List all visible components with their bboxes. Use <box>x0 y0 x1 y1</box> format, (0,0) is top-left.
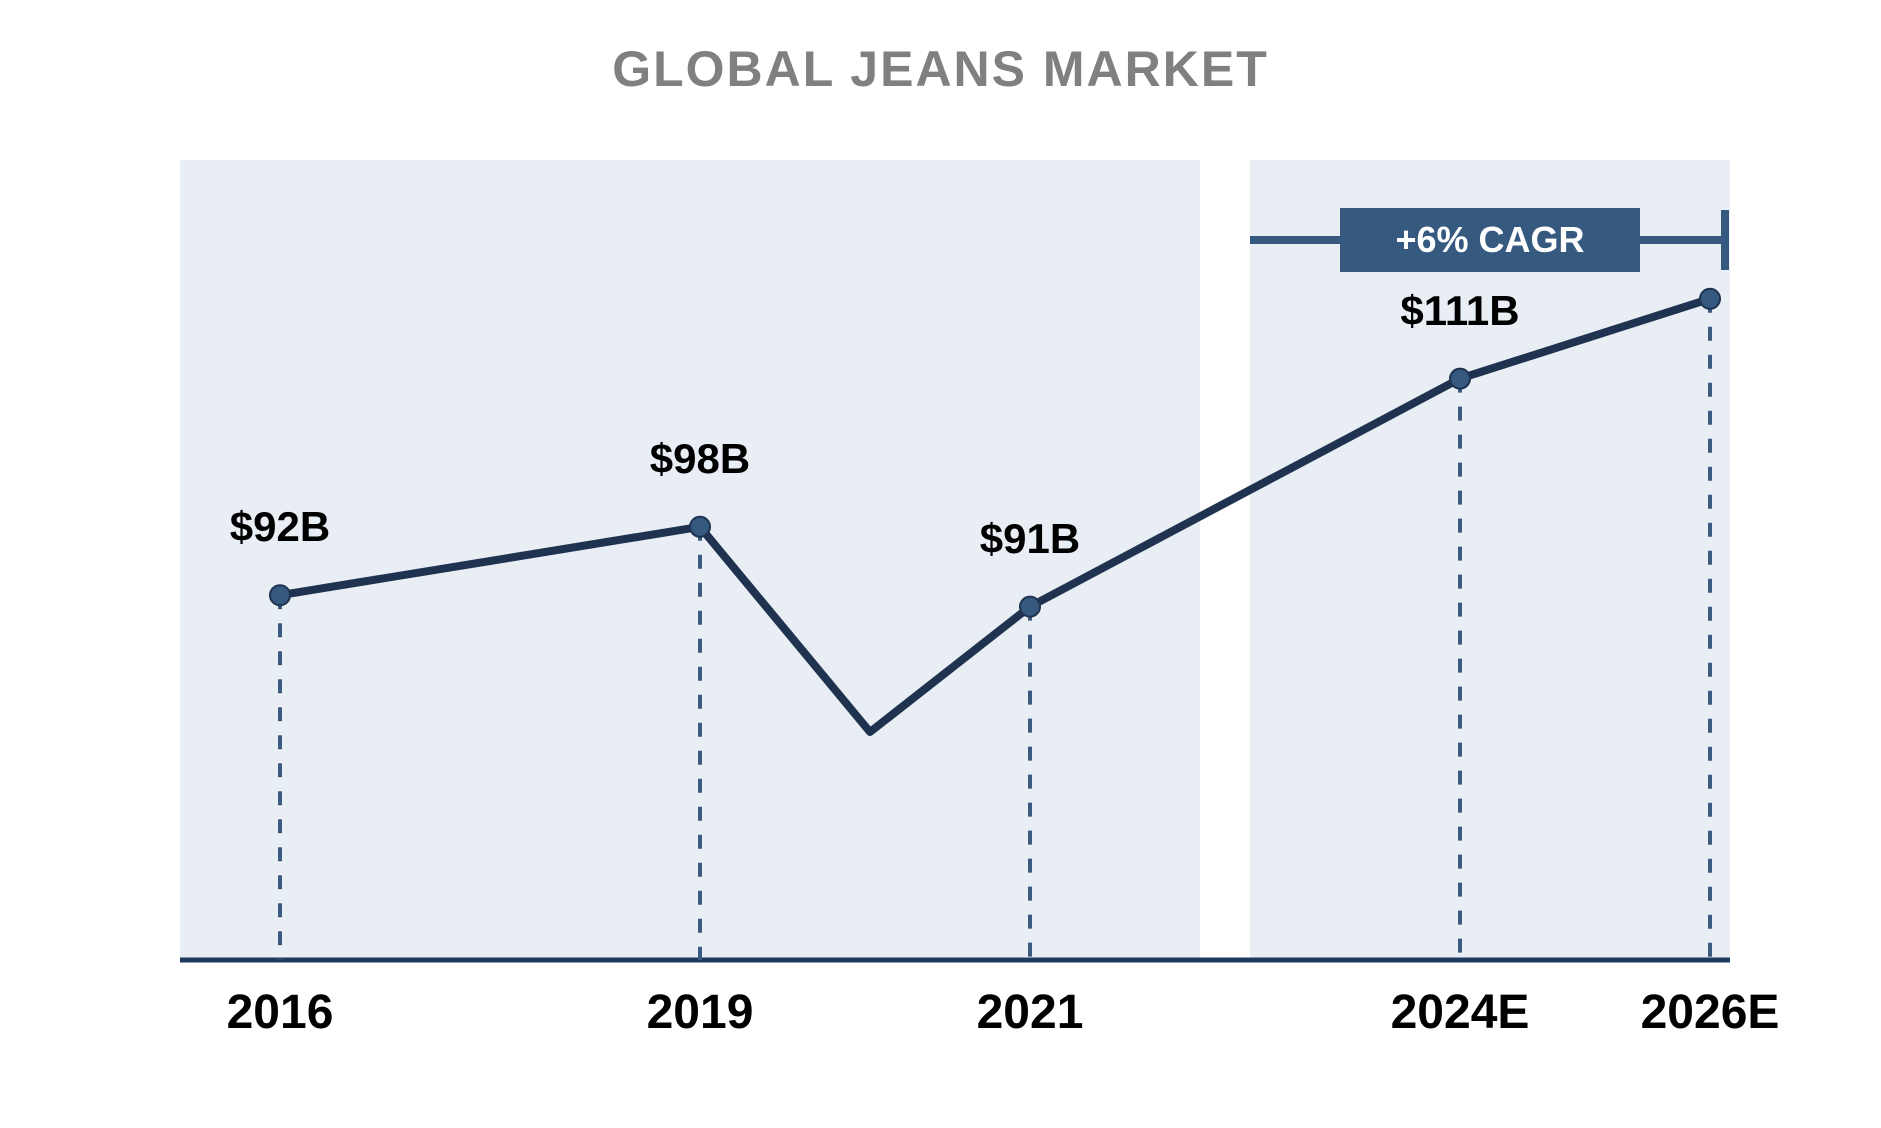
value-label: $91B <box>980 515 1080 563</box>
value-label: $92B <box>230 503 330 551</box>
data-marker <box>1450 369 1470 389</box>
x-axis-label: 2021 <box>977 985 1084 1040</box>
data-marker <box>1700 289 1720 309</box>
chart-title: GLOBAL JEANS MARKET <box>0 40 1881 98</box>
data-marker <box>690 517 710 537</box>
value-label: $111B <box>1400 287 1519 335</box>
x-axis-label: 2019 <box>647 985 754 1040</box>
chart-container: GLOBAL JEANS MARKET +6% CAGR 2016 $92B 2019… <box>0 0 1881 1128</box>
cagr-badge: +6% CAGR <box>1340 208 1640 272</box>
x-axis-label: 2016 <box>227 985 334 1040</box>
data-marker <box>1020 597 1040 617</box>
x-axis-label: 2024E <box>1391 985 1530 1040</box>
value-label: $98B <box>650 435 750 483</box>
x-axis-label: 2026E <box>1641 985 1780 1040</box>
data-marker <box>270 585 290 605</box>
chart-area: +6% CAGR 2016 $92B 2019 $98B 2021 $91B 2024E $11… <box>180 160 1730 1080</box>
